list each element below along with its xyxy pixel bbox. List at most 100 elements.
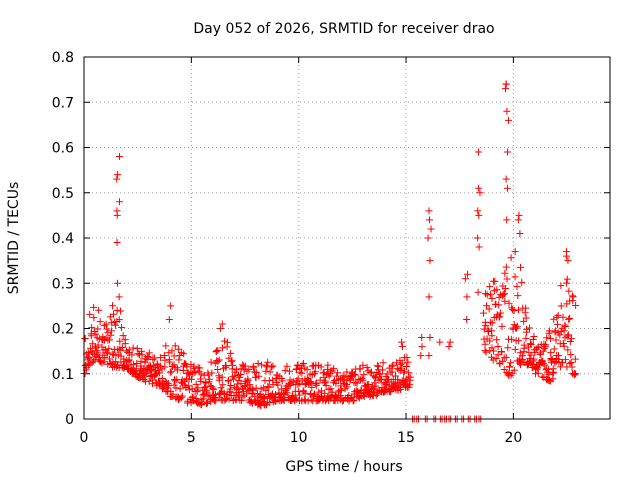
data-point-marker	[116, 198, 124, 206]
data-point-marker	[529, 357, 537, 365]
data-point-marker	[479, 309, 487, 317]
data-point-marker	[494, 351, 502, 359]
data-point-marker	[404, 358, 412, 366]
data-point-marker	[219, 381, 227, 389]
data-point-marker	[557, 302, 565, 310]
data-point-marker	[375, 370, 383, 378]
data-point-marker	[559, 313, 567, 321]
data-point-marker	[487, 290, 495, 298]
data-point-marker	[307, 378, 315, 386]
data-point-marker	[560, 342, 568, 350]
data-point-marker	[493, 336, 501, 344]
data-point-marker	[406, 380, 414, 388]
data-point-marker	[298, 369, 306, 377]
data-point-marker	[283, 362, 291, 370]
data-point-marker	[379, 359, 387, 367]
data-point-marker	[142, 370, 150, 378]
data-point-marker	[171, 377, 179, 385]
data-point-marker	[317, 363, 325, 371]
data-point-marker	[418, 343, 426, 351]
data-point-marker	[204, 392, 212, 400]
data-point-marker	[187, 360, 195, 368]
data-point-marker	[265, 383, 273, 391]
data-point-marker	[125, 346, 133, 354]
data-point-marker	[507, 254, 515, 262]
data-point-marker	[247, 398, 255, 406]
data-point-marker	[280, 397, 288, 405]
data-point-marker	[543, 334, 551, 342]
data-point-marker	[160, 351, 168, 359]
data-point-marker	[117, 307, 125, 315]
data-point-marker	[568, 363, 576, 371]
data-point-marker	[388, 368, 396, 376]
data-point-marker	[523, 325, 531, 333]
data-point-marker	[552, 336, 560, 344]
y-tick-label: 0.6	[52, 141, 74, 157]
data-point-marker	[488, 295, 496, 303]
data-point-marker	[474, 288, 482, 296]
data-point-marker	[521, 309, 529, 317]
data-point-marker	[172, 384, 180, 392]
data-point-marker	[503, 107, 511, 115]
data-point-marker	[216, 325, 224, 332]
data-point-marker	[308, 383, 316, 391]
y-tick-label: 0	[65, 412, 74, 428]
data-point-marker	[86, 310, 94, 318]
data-point-marker	[197, 370, 205, 378]
data-point-marker	[366, 369, 374, 377]
data-point-marker	[504, 370, 512, 378]
data-point-marker	[373, 362, 381, 370]
data-point-marker	[168, 347, 176, 355]
data-point-marker	[307, 396, 315, 404]
data-point-marker	[144, 353, 152, 361]
data-point-marker	[184, 382, 192, 390]
data-point-marker	[95, 306, 103, 314]
data-point-marker	[208, 369, 216, 377]
data-point-marker	[203, 388, 211, 396]
data-point-marker	[507, 359, 515, 367]
data-point-marker	[498, 322, 506, 330]
data-point-marker	[499, 290, 507, 298]
data-point-marker	[510, 321, 518, 329]
data-point-marker	[266, 399, 274, 407]
data-point-marker	[511, 248, 519, 256]
data-point-marker	[192, 380, 200, 388]
data-point-marker	[490, 347, 498, 355]
data-point-marker	[505, 116, 513, 124]
data-point-marker	[417, 352, 425, 360]
data-point-marker	[104, 349, 112, 357]
data-point-marker	[513, 322, 521, 330]
data-point-marker	[91, 343, 99, 351]
data-point-marker	[227, 381, 235, 389]
data-point-marker	[546, 335, 554, 343]
data-point-marker	[495, 301, 503, 309]
data-point-marker	[398, 359, 406, 367]
data-point-marker	[395, 384, 403, 392]
data-point-marker	[331, 377, 339, 385]
data-point-marker	[405, 369, 413, 377]
data-point-marker	[311, 368, 319, 376]
data-point-marker	[258, 361, 266, 369]
data-point-marker	[556, 331, 564, 339]
y-tick-label: 0.1	[52, 367, 74, 383]
data-point-marker	[372, 391, 380, 399]
data-point-marker	[274, 381, 282, 389]
data-point-marker	[425, 207, 433, 215]
data-point-marker	[118, 324, 126, 332]
data-point-marker	[541, 343, 549, 351]
data-point-marker	[474, 148, 482, 156]
data-point-marker	[197, 375, 205, 383]
data-point-marker	[372, 382, 380, 390]
data-point-marker	[557, 363, 565, 371]
data-point-marker	[503, 148, 511, 156]
data-point-marker	[508, 335, 516, 343]
data-point-marker	[92, 330, 100, 338]
data-point-marker	[94, 325, 102, 333]
data-point-marker	[567, 358, 575, 366]
data-point-marker	[383, 370, 391, 378]
data-point-marker	[161, 356, 169, 364]
data-point-marker	[283, 389, 291, 397]
data-point-marker	[461, 275, 469, 283]
data-point-marker	[121, 340, 129, 348]
data-point-marker	[278, 375, 286, 383]
